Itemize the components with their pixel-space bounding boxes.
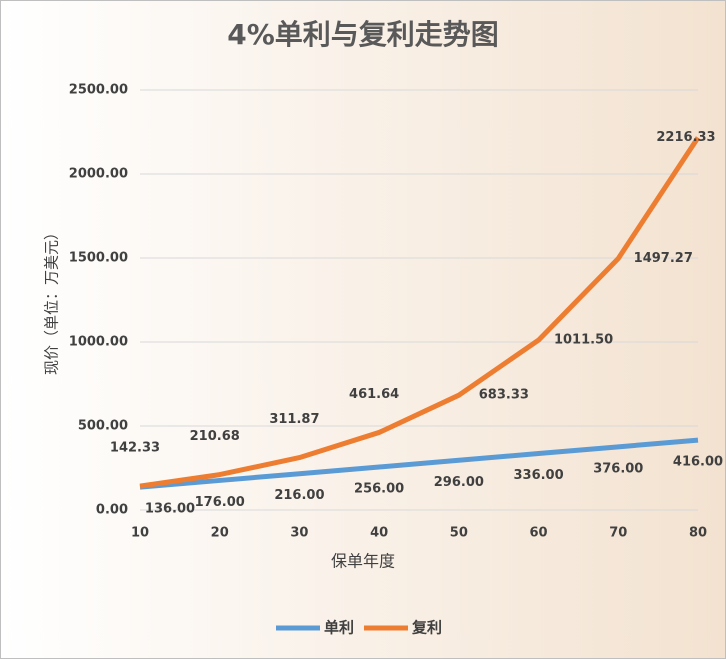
data-label: 311.87 [269, 412, 319, 427]
x-tick-label: 80 [689, 526, 707, 541]
x-tick-label: 10 [131, 526, 149, 541]
data-label: 256.00 [354, 481, 404, 496]
x-tick-label: 30 [290, 526, 308, 541]
x-tick-label: 70 [609, 526, 627, 541]
y-tick-label: 1000.00 [69, 335, 128, 350]
x-tick-label: 20 [211, 526, 229, 541]
x-tick-label: 40 [370, 526, 388, 541]
data-label: 142.33 [110, 441, 160, 456]
y-tick-label: 500.00 [78, 419, 128, 434]
data-label: 176.00 [195, 495, 245, 510]
data-label: 683.33 [479, 388, 529, 403]
y-tick-label: 2000.00 [69, 167, 128, 182]
data-label: 376.00 [593, 461, 643, 476]
data-label: 210.68 [190, 429, 240, 444]
x-axis-label: 保单年度 [331, 552, 395, 571]
legend-label: 复利 [411, 619, 442, 637]
legend-label: 单利 [324, 619, 354, 637]
data-label: 1497.27 [634, 251, 693, 266]
series-line [139, 437, 699, 490]
data-label: 416.00 [673, 455, 723, 470]
y-tick-label: 2500.00 [69, 83, 128, 98]
data-label: 461.64 [349, 387, 399, 402]
y-axis-label: 现价（单位：万美元） [43, 225, 61, 375]
x-tick-label: 50 [450, 526, 468, 541]
data-label: 136.00 [145, 502, 195, 517]
y-tick-label: 1500.00 [69, 251, 128, 266]
y-tick-label: 0.00 [96, 503, 128, 518]
data-label: 216.00 [274, 488, 324, 503]
x-tick-label: 60 [530, 526, 548, 541]
data-label: 1011.50 [554, 333, 613, 348]
data-label: 2216.33 [656, 130, 715, 145]
data-label: 296.00 [434, 475, 484, 490]
chart-title: 4%单利与复利走势图 [227, 18, 499, 51]
data-label: 336.00 [513, 468, 563, 483]
series-line [139, 136, 701, 489]
